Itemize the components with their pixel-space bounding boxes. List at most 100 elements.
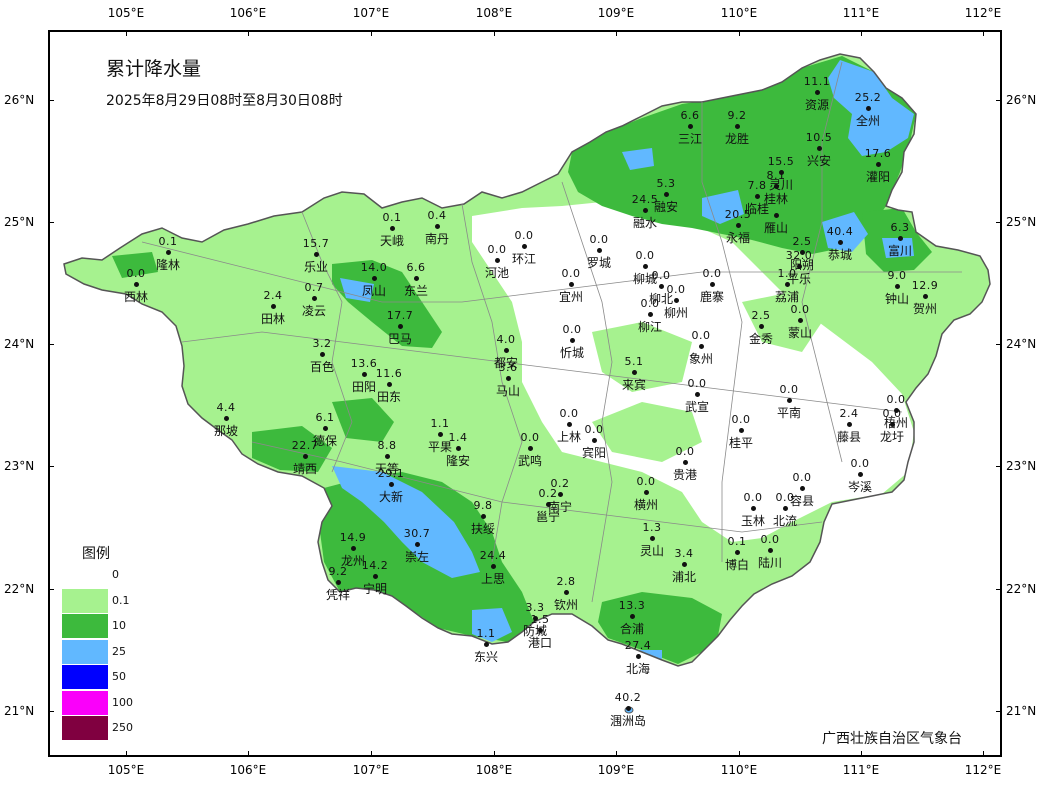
station-name: 桂平 — [728, 436, 753, 450]
tick-mark — [996, 466, 1002, 467]
station-dot — [837, 239, 843, 245]
station-name: 乐业 — [303, 260, 328, 274]
station-name: 平乐 — [786, 272, 811, 286]
station-dot — [413, 275, 419, 281]
station-value: 11.6 — [375, 367, 403, 380]
station-name: 田东 — [376, 390, 401, 404]
lon-tick-top: 107°E — [352, 6, 390, 20]
station-value: 0.4 — [427, 209, 447, 222]
tick-mark — [48, 589, 54, 590]
station-name: 罗城 — [586, 256, 611, 270]
region-blue-yongfu — [702, 190, 744, 224]
station-value: 0.0 — [792, 471, 812, 484]
station-value: 9.8 — [473, 499, 493, 512]
station-dot — [649, 535, 655, 541]
legend-title: 图例 — [82, 546, 110, 562]
station-name: 那坡 — [213, 424, 238, 438]
station-dot — [642, 207, 648, 213]
station-value: 0.0 — [126, 267, 146, 280]
station-value: 20.5 — [724, 208, 752, 221]
station-dot — [897, 235, 903, 241]
region-blue-gongcheng — [822, 212, 868, 252]
station-dot — [734, 549, 740, 555]
station-name: 宜州 — [558, 290, 583, 304]
station-dot — [799, 485, 805, 491]
map-subtitle: 2025年8月29日08时至8月30日08时 — [106, 93, 343, 109]
station-dot — [322, 425, 328, 431]
station-value: 22.7 — [291, 439, 319, 452]
station-name: 灌阳 — [865, 170, 890, 184]
station-name: 兴安 — [806, 154, 831, 168]
station-name: 扶绥 — [470, 522, 495, 536]
region-dark-green-jingxi — [252, 426, 332, 472]
station-dot — [494, 257, 500, 263]
tick-mark — [996, 589, 1002, 590]
lat-tick-right: 24°N — [1006, 337, 1037, 351]
station-name: 灵川 — [768, 178, 793, 192]
station-name: 东兰 — [403, 284, 428, 298]
station-name: 柳城 — [632, 272, 657, 286]
station-value: 4.0 — [496, 333, 516, 346]
station-dot — [631, 369, 637, 375]
tick-mark — [739, 30, 740, 36]
station-name: 上思 — [480, 572, 505, 586]
lon-tick-bottom: 107°E — [352, 763, 390, 777]
station-name: 隆林 — [155, 258, 180, 272]
map-frame — [48, 30, 1002, 757]
station-value: 12.9 — [911, 279, 939, 292]
station-name: 金秀 — [748, 332, 773, 346]
station-value: 7.8 — [747, 179, 767, 192]
station-name: 鹿寨 — [699, 290, 724, 304]
station-value: 0.0 — [691, 329, 711, 342]
station-name: 临桂 — [744, 202, 769, 216]
tick-mark — [48, 344, 54, 345]
station-dot — [857, 471, 863, 477]
station-dot — [133, 281, 139, 287]
station-value: 14.9 — [339, 531, 367, 544]
station-dot — [371, 275, 377, 281]
station-dot — [814, 89, 820, 95]
station-name: 平南 — [776, 406, 801, 420]
station-value: 0.0 — [636, 475, 656, 488]
station-value: 14.2 — [361, 559, 389, 572]
station-name: 来宾 — [621, 378, 646, 392]
station-value: 27.4 — [624, 639, 652, 652]
station-value: 0.0 — [779, 383, 799, 396]
station-name: 陆川 — [757, 556, 782, 570]
station-dot — [767, 547, 773, 553]
station-name: 龙州 — [340, 554, 365, 568]
station-value: 9.2 — [328, 565, 348, 578]
station-dot — [889, 421, 895, 427]
legend-label: 0 — [112, 568, 119, 581]
legend-label: 250 — [112, 721, 133, 734]
station-value: 0.2 — [550, 477, 570, 490]
station-value: 0.0 — [561, 267, 581, 280]
station-value: 2.4 — [263, 289, 283, 302]
lat-tick-right: 23°N — [1006, 459, 1037, 473]
station-value: 2.5 — [792, 235, 812, 248]
station-dot — [434, 223, 440, 229]
region-light-green-patch — [592, 402, 702, 462]
station-dot — [313, 251, 319, 257]
station-name: 北流 — [772, 514, 797, 528]
region-dark-green-longlin — [112, 252, 158, 278]
legend-label: 25 — [112, 645, 126, 658]
county-boundaries — [141, 61, 962, 603]
station-name: 恭城 — [827, 248, 852, 262]
station-value: 0.0 — [790, 303, 810, 316]
station-value: 30.7 — [403, 527, 431, 540]
station-value: 0.0 — [886, 393, 906, 406]
station-name: 武鸣 — [517, 454, 542, 468]
lat-tick-left: 24°N — [4, 337, 35, 351]
lat-tick-left: 22°N — [4, 582, 35, 596]
station-dot — [782, 505, 788, 511]
lon-tick-top: 110°E — [720, 6, 758, 20]
station-dot — [483, 641, 489, 647]
region-light-green-patch — [592, 322, 692, 392]
station-dot — [773, 212, 779, 218]
station-value: 0.0 — [702, 267, 722, 280]
station-dot — [893, 407, 899, 413]
station-dot — [557, 491, 563, 497]
tick-mark — [996, 711, 1002, 712]
station-name: 藤县 — [836, 430, 861, 444]
